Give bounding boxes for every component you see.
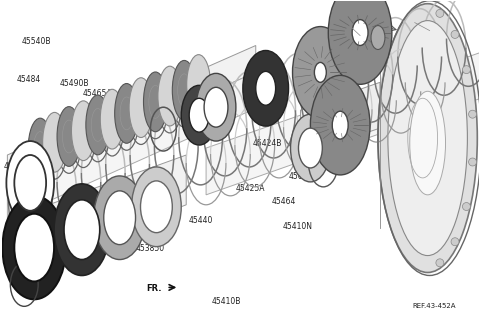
Ellipse shape [314,62,326,82]
Text: 453850: 453850 [136,244,165,253]
Polygon shape [206,43,480,195]
Ellipse shape [158,66,182,126]
Ellipse shape [28,118,52,178]
Ellipse shape [311,75,370,175]
Ellipse shape [54,184,110,276]
Ellipse shape [468,158,477,166]
Ellipse shape [451,31,459,38]
Ellipse shape [57,106,81,166]
Ellipse shape [6,141,54,225]
Ellipse shape [100,89,124,149]
Ellipse shape [352,20,368,45]
Ellipse shape [256,72,276,105]
Text: 45644: 45644 [288,172,312,181]
Polygon shape [7,45,256,182]
Ellipse shape [189,98,209,132]
Ellipse shape [187,55,211,114]
Ellipse shape [468,110,477,118]
Ellipse shape [451,238,459,246]
Ellipse shape [410,91,445,195]
Ellipse shape [378,4,477,272]
Ellipse shape [104,191,135,245]
Text: 45476A: 45476A [102,98,132,107]
Text: 45464: 45464 [272,197,296,206]
Ellipse shape [2,196,66,299]
Ellipse shape [115,83,139,143]
Ellipse shape [94,176,145,260]
Text: 45465A: 45465A [83,89,113,98]
Ellipse shape [64,200,100,260]
Ellipse shape [243,50,288,126]
Text: 45421F: 45421F [79,222,107,231]
Text: 45410N: 45410N [283,222,313,231]
Ellipse shape [132,167,181,247]
Text: 45490B: 45490B [59,79,89,88]
Text: FR.: FR. [146,284,161,293]
Text: 45425A: 45425A [236,184,265,193]
Ellipse shape [86,95,110,155]
Ellipse shape [14,214,54,281]
Ellipse shape [172,60,196,120]
Ellipse shape [196,73,236,141]
Polygon shape [300,82,380,155]
Ellipse shape [328,0,392,84]
Ellipse shape [129,78,153,137]
Ellipse shape [388,20,468,255]
Ellipse shape [290,114,330,182]
Ellipse shape [43,112,67,172]
Text: 45427: 45427 [4,163,28,171]
Text: REF.43-452A: REF.43-452A [412,303,456,309]
Ellipse shape [371,26,385,49]
Text: 45424C: 45424C [105,228,134,237]
Text: 45484: 45484 [16,75,41,83]
Polygon shape [7,155,186,274]
Ellipse shape [436,259,444,267]
Text: 45540B: 45540B [22,37,51,46]
Ellipse shape [292,26,348,118]
Ellipse shape [436,9,444,17]
Ellipse shape [299,128,323,168]
Ellipse shape [141,181,172,233]
Text: 45410B: 45410B [212,297,241,306]
Ellipse shape [462,203,470,210]
Text: 45444B: 45444B [117,191,146,200]
Text: 45440: 45440 [188,216,213,225]
Ellipse shape [462,66,470,74]
Ellipse shape [204,87,228,127]
Ellipse shape [14,155,46,211]
Ellipse shape [72,101,96,161]
Ellipse shape [181,85,217,145]
Ellipse shape [144,72,168,132]
Text: 45424B: 45424B [252,139,282,148]
Ellipse shape [332,111,348,139]
Polygon shape [7,72,256,220]
